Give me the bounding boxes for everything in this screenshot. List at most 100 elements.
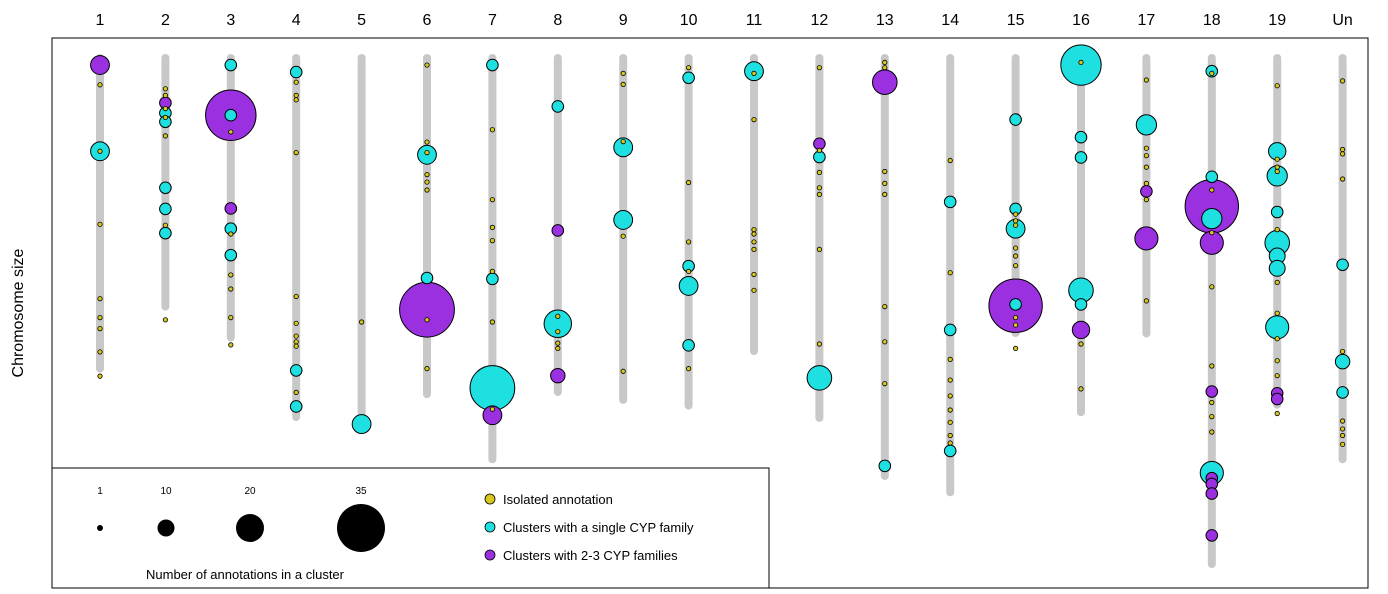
- legend-swatch-single: [484, 521, 496, 533]
- annotation-point: [751, 271, 757, 278]
- annotation-point: [947, 407, 953, 413]
- chromosome-label-10: 10: [680, 12, 698, 29]
- annotation-point: [543, 309, 573, 338]
- annotation-point: [1074, 298, 1088, 311]
- annotation-point: [1074, 130, 1088, 144]
- size-legend-circle: [337, 504, 385, 552]
- annotation-point: [882, 59, 888, 66]
- annotation-point: [293, 339, 299, 345]
- annotation-point: [293, 320, 299, 326]
- size-legend-title: Number of annotations in a cluster: [146, 567, 345, 582]
- annotation-point: [1274, 156, 1280, 162]
- annotation-point: [1143, 197, 1150, 203]
- annotation-point: [1143, 298, 1150, 304]
- annotation-point: [1274, 410, 1280, 417]
- annotation-point: [482, 405, 503, 426]
- annotation-point: [620, 81, 626, 88]
- annotation-point: [1274, 83, 1280, 89]
- annotation-point: [1274, 310, 1280, 316]
- annotation-point: [1071, 320, 1091, 340]
- annotation-point: [1274, 164, 1280, 170]
- annotation-point: [486, 58, 499, 72]
- annotation-point: [489, 406, 495, 412]
- chromosome-label-15: 15: [1007, 12, 1025, 29]
- annotation-point: [551, 224, 565, 237]
- annotation-point: [1340, 441, 1346, 447]
- annotation-point: [943, 195, 957, 209]
- annotation-point: [620, 139, 626, 145]
- annotation-point: [682, 71, 695, 85]
- annotation-point: [1336, 258, 1349, 272]
- annotation-point: [489, 224, 495, 230]
- annotation-point: [224, 108, 238, 122]
- annotation-point: [228, 231, 234, 237]
- annotation-point: [613, 137, 634, 158]
- annotation-point: [1340, 426, 1346, 432]
- legend-label-single: Clusters with a single CYP family: [503, 520, 694, 535]
- legend-label-multi: Clusters with 2-3 CYP families: [503, 548, 678, 563]
- annotation-point: [751, 246, 757, 252]
- annotation-point: [1209, 70, 1215, 77]
- annotation-point: [751, 239, 757, 245]
- annotation-point: [1274, 168, 1280, 175]
- annotation-point: [882, 168, 888, 175]
- annotation-point: [1340, 432, 1346, 439]
- annotation-point: [424, 150, 430, 156]
- annotation-point: [228, 272, 234, 278]
- annotation-point: [1012, 211, 1019, 217]
- annotation-point: [947, 419, 953, 425]
- annotation-point: [224, 248, 238, 262]
- annotation-point: [1012, 314, 1019, 321]
- y-axis-label: Chromosome size: [10, 248, 27, 377]
- annotation-point: [159, 181, 172, 195]
- chromosome-label-1: 1: [96, 12, 105, 29]
- annotation-point: [424, 179, 430, 185]
- annotation-point: [293, 79, 299, 85]
- annotation-point: [685, 366, 692, 372]
- annotation-point: [1078, 59, 1084, 66]
- annotation-point: [1336, 386, 1349, 399]
- annotation-point: [1274, 336, 1280, 342]
- annotation-point: [1274, 358, 1280, 364]
- annotation-point: [685, 179, 692, 186]
- size-legend-circle: [236, 514, 264, 542]
- annotation-point: [1209, 429, 1215, 435]
- chromosome-label-Un: Un: [1332, 12, 1352, 29]
- annotation-point: [620, 233, 626, 239]
- annotation-point: [228, 314, 234, 321]
- annotation-point: [1205, 170, 1219, 184]
- annotation-point: [97, 148, 103, 154]
- annotation-point: [816, 191, 823, 197]
- annotation-point: [1209, 284, 1215, 290]
- chromosome-label-7: 7: [488, 12, 497, 29]
- size-legend-value: 35: [355, 486, 367, 497]
- annotation-point: [1209, 187, 1215, 193]
- annotation-point: [97, 314, 103, 321]
- annotation-point: [947, 356, 953, 362]
- annotation-point: [1140, 185, 1153, 198]
- annotation-point: [685, 65, 692, 71]
- annotation-point: [424, 187, 430, 193]
- annotation-point: [882, 65, 888, 71]
- annotation-point: [1009, 113, 1022, 126]
- annotation-point: [943, 323, 957, 337]
- annotation-point: [1340, 146, 1346, 153]
- annotation-point: [816, 147, 823, 153]
- annotation-point: [293, 293, 299, 300]
- annotation-point: [489, 238, 495, 244]
- size-legend-value: 1: [97, 486, 103, 497]
- legend-label-isolated: Isolated annotation: [503, 492, 613, 507]
- annotation-point: [293, 150, 299, 156]
- annotation-point: [224, 202, 238, 215]
- annotation-point: [1143, 164, 1150, 170]
- annotation-point: [1334, 353, 1351, 370]
- annotation-point: [1209, 230, 1215, 236]
- annotation-point: [947, 270, 953, 276]
- annotation-point: [1134, 226, 1159, 251]
- chromosome-label-13: 13: [876, 12, 894, 29]
- annotation-point: [351, 414, 372, 434]
- annotation-point: [1209, 363, 1215, 369]
- chromosome-label-16: 16: [1072, 12, 1090, 29]
- annotation-point: [1268, 259, 1286, 277]
- chromosome-label-12: 12: [811, 12, 829, 29]
